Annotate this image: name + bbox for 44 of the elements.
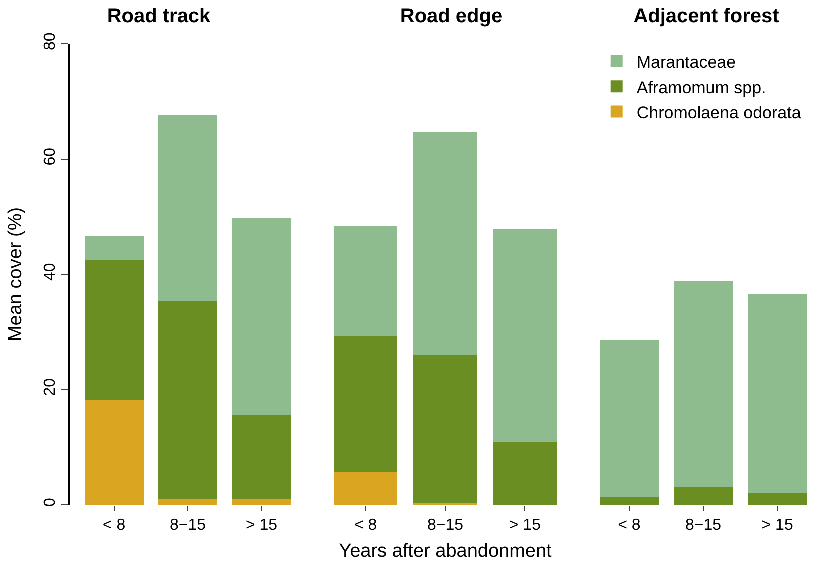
bar [748,492,808,505]
legend-label: Marantaceae [636,53,736,72]
bar [493,228,558,442]
bar [84,260,144,400]
y-tick-label: 0 [42,498,60,508]
bar [158,114,218,302]
x-tick-label: 8−15 [170,517,206,534]
bar [600,496,660,505]
bar [414,355,478,504]
bar [158,499,218,505]
x-tick-label: > 15 [246,517,278,534]
legend-label: Aframomum spp. [636,78,766,98]
x-tick-label: < 8 [102,517,126,534]
bar [600,340,660,497]
x-tick-label: > 15 [762,517,794,534]
legend-label: Chromolaena odorata [636,103,802,122]
bar [232,218,292,416]
bar [232,499,292,505]
bar [414,132,478,356]
bar [84,236,144,260]
chart-title: Road edge [400,6,503,28]
bar [674,488,734,505]
x-axis-title: Years after abandonment [339,541,553,562]
y-tick-label: 60 [42,148,60,166]
bar [84,400,144,505]
bar [674,280,734,488]
bar [334,336,398,472]
bar [748,294,808,493]
y-tick-label: 40 [42,263,60,281]
bar [158,301,218,500]
chart-title: Road track [107,6,212,28]
x-tick-label: 8−15 [685,517,722,534]
y-tick-label: 80 [42,32,60,50]
x-tick-label: < 8 [618,517,641,534]
y-tick-label: 20 [42,378,60,396]
bar [232,415,292,500]
x-tick-label: 8−15 [427,517,464,534]
x-tick-label: > 15 [509,517,542,534]
bar [493,442,558,505]
bar [334,472,398,505]
y-axis-title: Mean cover (%) [6,207,26,342]
bar [334,226,398,336]
chart-title: Adjacent forest [634,6,780,28]
x-tick-label: < 8 [354,517,378,534]
